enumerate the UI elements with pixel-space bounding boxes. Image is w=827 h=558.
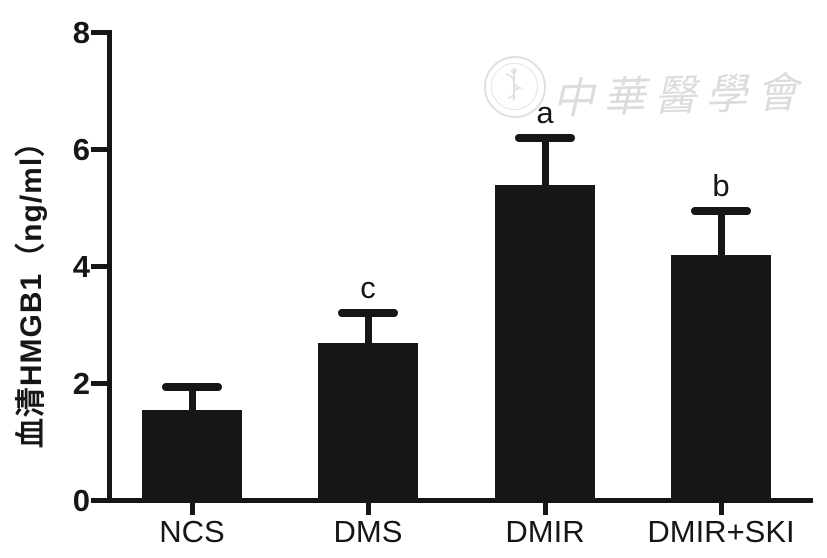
bar-dmir [495,184,595,500]
bar-dms [318,342,418,500]
x-tick-label-dmir: DMIR [505,514,585,549]
y-tick-label-0: 0 [72,482,90,518]
y-tick-label-2: 2 [72,365,90,401]
x-tick-label-ncs: NCS [159,514,225,549]
y-tick-2 [91,381,107,387]
error-bar-cap-dmir-ski [691,207,751,216]
x-tick-dmir-ski [718,503,724,515]
error-bar-stem-dmir-ski [717,211,725,259]
error-bar-stem-dmir [541,138,549,189]
x-axis-line [91,498,813,503]
seal-outer-ring [484,56,546,118]
y-tick-label-8: 8 [72,14,90,50]
y-tick-label-4: 4 [72,248,90,284]
significance-letter-dms: c [360,270,376,306]
chinese-medical-association-seal-icon [484,56,546,118]
y-axis-line [107,30,112,503]
y-tick-label-6: 6 [72,131,90,167]
seal-inner-ring [491,63,538,110]
significance-letter-dmir: a [536,95,554,131]
error-bar-cap-dmir [515,134,575,143]
y-tick-4 [91,264,107,270]
x-tick-ncs [189,503,195,515]
x-tick-label-dmir-ski: DMIR+SKI [647,514,795,549]
error-bar-cap-dms [338,309,398,318]
bar-ncs [142,409,242,500]
error-bar-stem-ncs [188,386,196,414]
bar-dmir-ski [671,254,771,500]
error-bar-cap-ncs [162,382,222,391]
x-tick-label-dms: DMS [333,514,403,549]
error-bar-stem-dms [364,313,372,347]
significance-letter-dmir-ski: b [712,168,730,204]
seal-caduceus-icon [505,68,524,100]
x-tick-dms [365,503,371,515]
y-tick-8 [91,30,107,36]
x-tick-dmir [542,503,548,515]
y-tick-6 [91,147,107,153]
